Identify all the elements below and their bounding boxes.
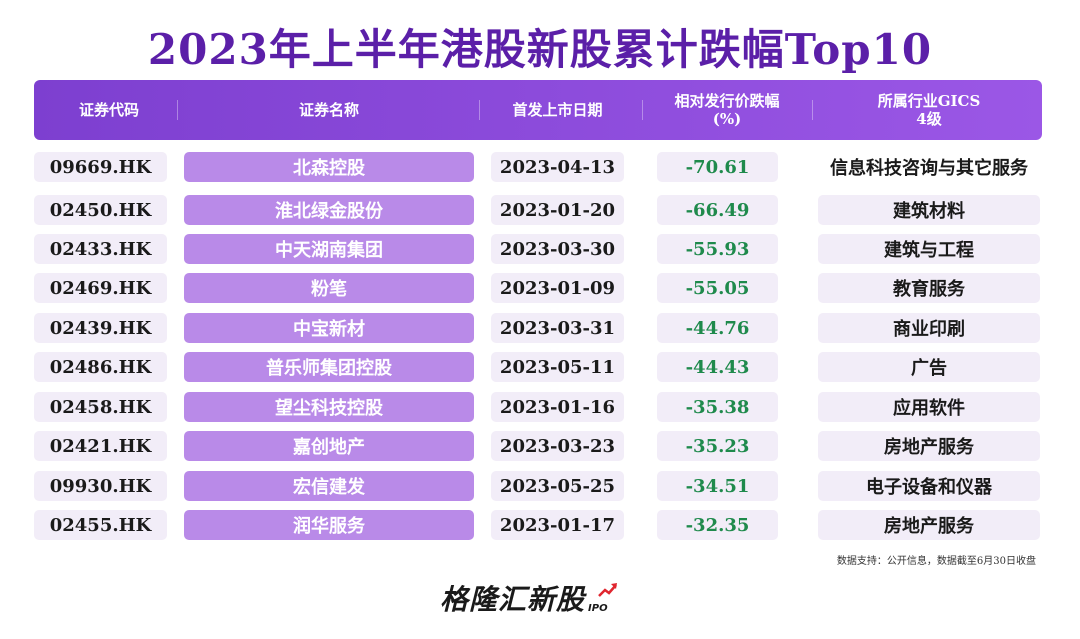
cell-name: 润华服务: [184, 510, 474, 540]
cell-date: 2023-03-31: [491, 313, 624, 343]
cell-name: 淮北绿金股份: [184, 195, 474, 225]
cell-name: 宏信建发: [184, 471, 474, 501]
table-row: 02439.HK 中宝新材 2023-03-31 -44.76 商业印刷: [0, 313, 1080, 343]
header-change: 相对发行价跌幅 (%): [647, 80, 807, 140]
header-change-line2: (%): [712, 110, 742, 128]
page-title: 2023年上半年港股新股累计跌幅Top10: [147, 25, 933, 74]
cell-code: 02455.HK: [34, 510, 167, 540]
header-date: 首发上市日期: [512, 101, 603, 119]
table-row: 02469.HK 粉笔 2023-01-09 -55.05 教育服务: [0, 273, 1080, 303]
cell-change: -32.35: [657, 510, 778, 540]
cell-industry: 房地产服务: [818, 510, 1040, 540]
cell-code: 09930.HK: [34, 471, 167, 501]
cell-name: 粉笔: [184, 273, 474, 303]
cell-code: 02439.HK: [34, 313, 167, 343]
cell-name: 普乐师集团控股: [184, 352, 474, 382]
table-header: 证券代码 证券名称 首发上市日期 相对发行价跌幅 (%) 所属行业GICS 4级: [34, 80, 1042, 140]
cell-code: 09669.HK: [34, 152, 167, 182]
cell-change: -35.38: [657, 392, 778, 422]
cell-change: -34.51: [657, 471, 778, 501]
cell-industry: 电子设备和仪器: [818, 471, 1040, 501]
table-row: 02433.HK 中天湖南集团 2023-03-30 -55.93 建筑与工程: [0, 234, 1080, 264]
cell-industry: 广告: [818, 352, 1040, 382]
header-industry-line1: 所属行业GICS: [877, 92, 981, 110]
header-divider: [642, 100, 643, 120]
cell-industry: 商业印刷: [818, 313, 1040, 343]
cell-change: -44.43: [657, 352, 778, 382]
cell-change: -70.61: [657, 152, 778, 182]
cell-name: 嘉创地产: [184, 431, 474, 461]
table-row: 02421.HK 嘉创地产 2023-03-23 -35.23 房地产服务: [0, 431, 1080, 461]
header-divider: [479, 100, 480, 120]
trend-up-arrow-icon: [598, 583, 617, 597]
table-row: 02450.HK 淮北绿金股份 2023-01-20 -66.49 建筑材料: [0, 195, 1080, 225]
cell-industry: 建筑材料: [818, 195, 1040, 225]
table-row: 02486.HK 普乐师集团控股 2023-05-11 -44.43 广告: [0, 352, 1080, 382]
table-row: 09669.HK 北森控股 2023-04-13 -70.61 信息科技咨询与其…: [0, 152, 1080, 182]
header-change-line1: 相对发行价跌幅: [674, 92, 780, 110]
cell-date: 2023-01-20: [491, 195, 624, 225]
table-row: 09930.HK 宏信建发 2023-05-25 -34.51 电子设备和仪器: [0, 471, 1080, 501]
cell-industry: 应用软件: [818, 392, 1040, 422]
cell-code: 02458.HK: [34, 392, 167, 422]
cell-code: 02469.HK: [34, 273, 167, 303]
cell-date: 2023-01-16: [491, 392, 624, 422]
cell-industry: 信息科技咨询与其它服务: [818, 152, 1040, 182]
header-divider: [812, 100, 813, 120]
cell-code: 02433.HK: [34, 234, 167, 264]
logo-ipo-text: IPO: [588, 603, 608, 614]
cell-industry: 房地产服务: [818, 431, 1040, 461]
cell-date: 2023-04-13: [491, 152, 624, 182]
brand-logo: 格隆汇新股 IPO: [440, 582, 617, 618]
header-divider: [177, 100, 178, 120]
cell-industry: 建筑与工程: [818, 234, 1040, 264]
header-name: 证券名称: [298, 101, 359, 119]
cell-date: 2023-01-09: [491, 273, 624, 303]
cell-name: 北森控股: [184, 152, 474, 182]
cell-code: 02450.HK: [34, 195, 167, 225]
cell-date: 2023-05-25: [491, 471, 624, 501]
cell-change: -55.05: [657, 273, 778, 303]
cell-date: 2023-03-23: [491, 431, 624, 461]
table-row: 02455.HK 润华服务 2023-01-17 -32.35 房地产服务: [0, 510, 1080, 540]
cell-code: 02486.HK: [34, 352, 167, 382]
cell-industry: 教育服务: [818, 273, 1040, 303]
cell-date: 2023-05-11: [491, 352, 624, 382]
cell-name: 望尘科技控股: [184, 392, 474, 422]
cell-change: -66.49: [657, 195, 778, 225]
cell-name: 中宝新材: [184, 313, 474, 343]
logo-text: 格隆汇新股: [440, 583, 586, 616]
cell-code: 02421.HK: [34, 431, 167, 461]
header-code: 证券代码: [78, 101, 139, 119]
header-industry: 所属行业GICS 4级: [818, 80, 1040, 140]
data-source-note: 数据支持：公开信息，数据截至6月30日收盘: [836, 556, 1036, 567]
cell-date: 2023-03-30: [491, 234, 624, 264]
cell-change: -35.23: [657, 431, 778, 461]
header-industry-line2: 4级: [916, 110, 942, 128]
table-row: 02458.HK 望尘科技控股 2023-01-16 -35.38 应用软件: [0, 392, 1080, 422]
cell-change: -44.76: [657, 313, 778, 343]
cell-change: -55.93: [657, 234, 778, 264]
cell-date: 2023-01-17: [491, 510, 624, 540]
cell-name: 中天湖南集团: [184, 234, 474, 264]
